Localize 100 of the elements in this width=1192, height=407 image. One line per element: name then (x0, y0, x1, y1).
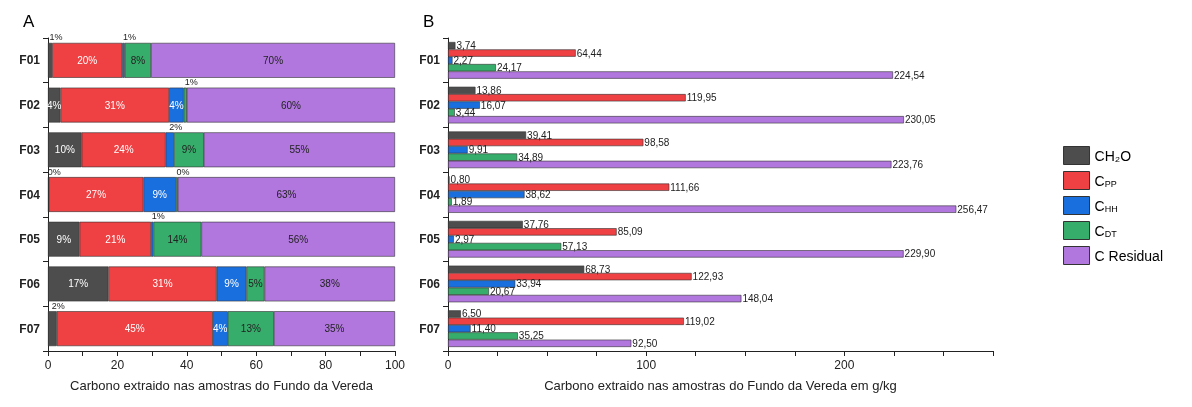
data-label: 27% (86, 189, 107, 200)
data-label: 39,41 (527, 129, 553, 141)
data-label: 5% (248, 278, 263, 290)
legend-label: CPP (1094, 172, 1117, 189)
x-tick-label: 40 (180, 358, 194, 372)
y-tick-label: F01 (419, 53, 441, 68)
data-label: 9% (181, 144, 197, 156)
data-label: 9,91 (468, 144, 489, 156)
y-tick-label: F04 (19, 187, 41, 202)
data-label: 38,62 (525, 189, 551, 200)
data-label: 1% (151, 211, 165, 222)
data-label: 0% (176, 166, 190, 177)
x-tick-label: 100 (384, 358, 406, 372)
y-tick-label: F02 (19, 98, 41, 113)
y-tick-label: F01 (19, 53, 41, 68)
data-label: 13,86 (476, 84, 502, 96)
x-tick-label: 0 (444, 358, 452, 372)
data-label: 229,90 (904, 248, 936, 260)
legend-label: C Residual (1094, 247, 1164, 264)
data-label: 45% (124, 323, 145, 335)
data-label: 37,76 (523, 219, 550, 231)
data-label: 1% (122, 32, 136, 43)
data-label: 9% (152, 189, 168, 200)
legend-label: CHH (1094, 197, 1118, 214)
y-tick-label: F02 (419, 98, 441, 113)
data-label: 119,95 (686, 92, 717, 104)
data-label: 223,76 (892, 158, 924, 170)
data-label: 3,74 (456, 40, 477, 52)
data-label: 10% (54, 144, 75, 156)
data-label: 148,04 (742, 293, 774, 305)
data-label: 0,80 (450, 174, 471, 186)
y-tick-label: F07 (419, 321, 441, 336)
data-label: 24% (113, 144, 134, 156)
data-label: 85,09 (617, 226, 644, 238)
legend-label: CH₂O (1094, 147, 1132, 164)
data-label: 16,07 (480, 99, 507, 111)
x-axis-title: Carbono extraido nas amostras do Fundo da Vereda (70, 378, 374, 393)
y-tick-label: F05 (19, 232, 41, 247)
data-label: 230,05 (904, 114, 936, 126)
data-label: 6,50 (461, 308, 482, 320)
chart-title: A (23, 12, 35, 31)
x-tick-label: 100 (636, 358, 657, 372)
data-label: 24,17 (496, 62, 523, 74)
data-label: 34,89 (518, 151, 544, 163)
data-label: 9% (56, 233, 72, 245)
data-label: 2% (51, 300, 65, 311)
y-tick-label: F06 (19, 276, 41, 291)
y-tick-label: F03 (19, 142, 41, 157)
x-tick-label: 80 (318, 358, 333, 372)
data-label: 63% (276, 189, 297, 200)
data-label: 92,50 (632, 337, 658, 349)
data-label: 56% (288, 233, 309, 245)
data-label: 2,97 (454, 233, 475, 245)
data-label: 224,54 (894, 69, 926, 81)
data-label: 1,89 (452, 196, 473, 208)
data-label: 1% (49, 32, 63, 43)
data-label: 70% (263, 54, 284, 66)
data-label: 20,67 (489, 285, 516, 297)
data-label: 2,27 (453, 54, 474, 66)
data-label: 68,73 (585, 263, 611, 275)
y-tick-label: F04 (419, 187, 441, 202)
data-label: 64,44 (576, 47, 603, 59)
data-label: 21% (105, 233, 126, 245)
data-label: 11,40 (471, 323, 497, 335)
x-tick-label: 0 (44, 358, 52, 372)
data-label: 4% (169, 99, 184, 111)
data-label: 1% (184, 77, 198, 88)
data-label: 13% (240, 323, 261, 335)
data-label: 33,94 (516, 278, 542, 290)
data-label: 55% (289, 144, 310, 156)
data-label: 20% (77, 54, 98, 66)
data-label: 35% (324, 323, 345, 335)
data-label: 3,44 (455, 106, 476, 118)
x-tick-label: 200 (834, 358, 855, 372)
data-label: 9% (224, 278, 239, 290)
data-label: 111,66 (670, 181, 700, 193)
y-tick-label: F05 (419, 232, 441, 247)
data-label: 31% (104, 99, 125, 111)
data-label: 119,02 (684, 315, 716, 327)
x-axis-title: Carbono extraido nas amostras do Fundo da Vereda em g/kg (544, 378, 897, 393)
x-tick-label: 20 (110, 358, 125, 372)
legend-label: CDT (1094, 222, 1118, 239)
data-label: 31% (152, 278, 173, 290)
y-tick-label: F06 (419, 276, 441, 291)
data-label: 14% (167, 233, 188, 245)
data-label: 17% (68, 278, 89, 290)
data-label: 8% (130, 54, 146, 66)
data-label: 57,13 (562, 241, 588, 253)
chart-title: B (423, 12, 435, 31)
data-label: 4% (213, 323, 228, 335)
y-tick-label: F07 (19, 321, 41, 336)
data-label: 98,58 (644, 136, 670, 148)
data-label: 122,93 (692, 271, 724, 283)
data-label: 60% (280, 99, 302, 111)
y-tick-label: F03 (419, 142, 441, 157)
data-label: 256,47 (957, 203, 989, 215)
data-label: 35,25 (518, 330, 545, 342)
data-label: 38% (319, 278, 340, 290)
data-label: 2% (169, 121, 183, 132)
x-tick-label: 60 (249, 358, 264, 372)
